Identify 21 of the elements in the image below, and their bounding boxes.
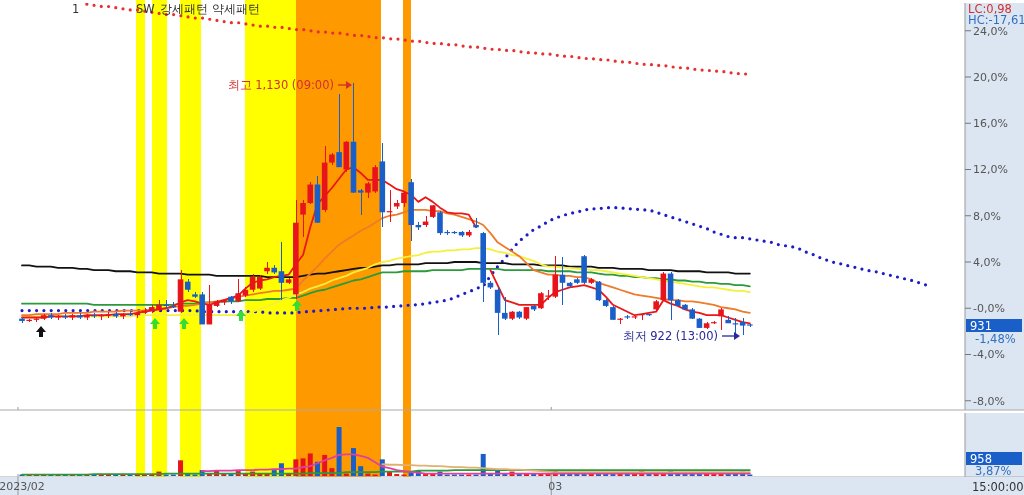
annotation: SW — [136, 2, 155, 16]
x-tick-label: 2023/02 — [0, 480, 45, 493]
text: 15:00:00 — [972, 480, 1024, 494]
y-tick-label: -4,0% — [973, 348, 1005, 362]
text: 3,87% — [975, 464, 1012, 478]
y-tick-label: -8,0% — [973, 394, 1005, 408]
y-tick-label: 12,0% — [973, 163, 1008, 177]
annotation: 1 — [72, 2, 80, 16]
text: LC:0,98 — [968, 2, 1012, 16]
x-tick-label: 03 — [548, 480, 563, 493]
y-tick-label: -0,0% — [973, 302, 1005, 316]
text: -1,48% — [975, 332, 1016, 346]
y-tick-label: 24,0% — [973, 24, 1008, 38]
text: 931 — [970, 319, 992, 333]
text: HC:-17,61 — [968, 13, 1024, 27]
y-tick-label: 4,0% — [973, 255, 1001, 269]
y-tick-label: 20,0% — [973, 70, 1008, 84]
text: 958 — [970, 452, 992, 466]
annotation: 최저 922 (13:00) — [622, 329, 718, 343]
y-tick-label: 16,0% — [973, 117, 1008, 131]
y-tick-label: 8,0% — [973, 209, 1001, 223]
